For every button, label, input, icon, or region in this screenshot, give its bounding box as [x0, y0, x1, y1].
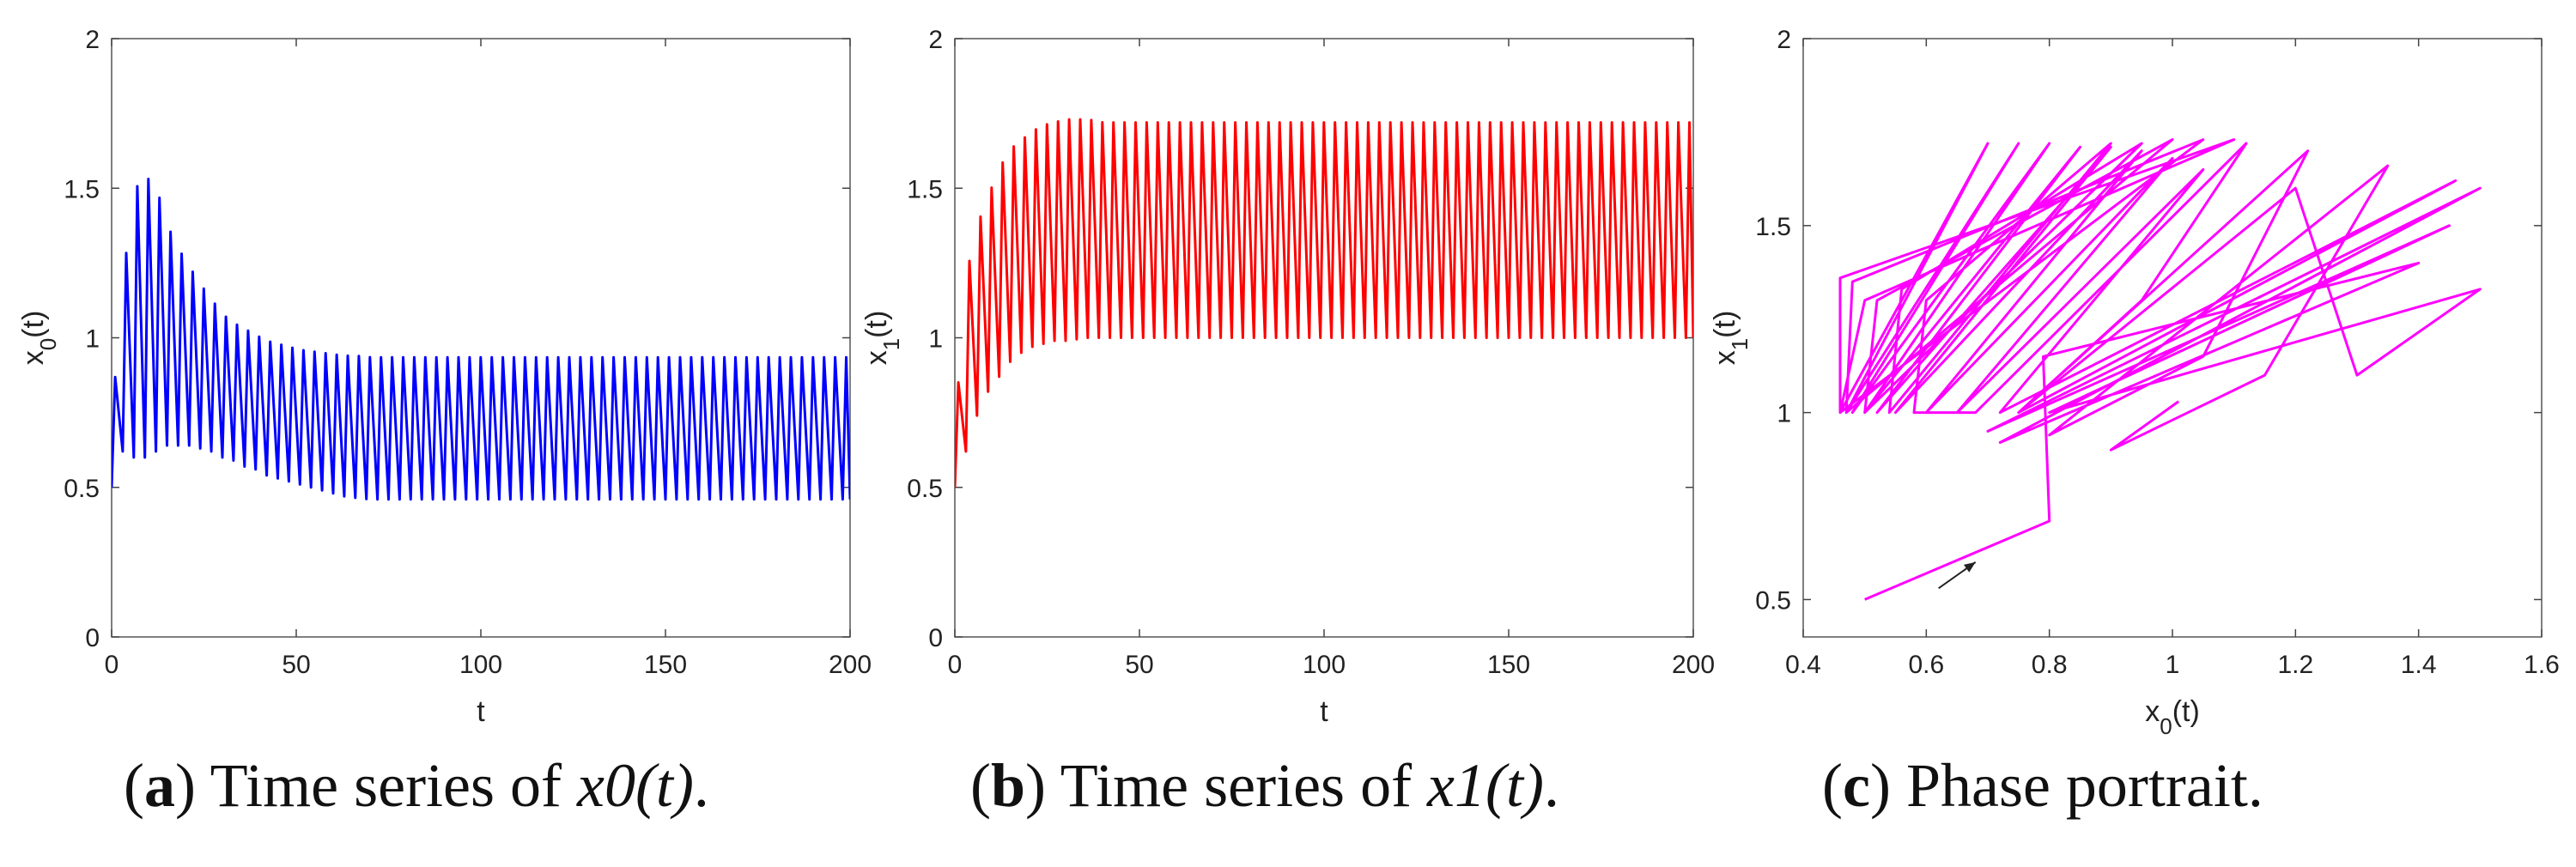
y-tick-label-c-3: 2 [1777, 26, 1791, 54]
y-axis-label-a: x0(t) [17, 311, 61, 366]
x-tick-label-c-2: 0.8 [2032, 651, 2068, 679]
x-tick-label-c-4: 1.2 [2277, 651, 2313, 679]
y-tick-label-a-3: 1.5 [64, 175, 100, 203]
caption-b-math: x1(t) [1427, 751, 1544, 820]
x-tick-label-a-1: 50 [282, 651, 310, 679]
x-tick-label-c-1: 0.6 [1908, 651, 1944, 679]
caption-a: (a) Time series of x0(t). [124, 751, 709, 820]
caption-a-math: x0(t) [577, 751, 694, 820]
y-tick-label-b-2: 1 [928, 325, 943, 354]
x-tick-label-b-3: 150 [1487, 651, 1530, 679]
y-tick-label-c-2: 1.5 [1755, 213, 1791, 241]
caption-c-prefix: Phase portrait. [1905, 751, 2263, 820]
x-tick-label-c-0: 0.4 [1785, 651, 1821, 679]
caption-a-prefix: Time series of [210, 751, 577, 820]
y-tick-label-a-4: 2 [85, 26, 100, 54]
caption-a-letter: a [143, 751, 175, 820]
caption-c-letter: c [1842, 751, 1870, 820]
plot-frame-a [111, 38, 851, 638]
chart-b: 0 50 100 150 200 0 0.5 1 1.5 2 t x1(t) [860, 26, 1715, 728]
x-axis-label-c: x0(t) [2145, 695, 2200, 739]
y-tick-label-b-1: 0.5 [907, 475, 943, 503]
x-tick-label-a-2: 100 [459, 651, 502, 679]
chart-a: 0 50 100 150 200 0 0.5 1 1.5 2 t x0(t) [17, 26, 872, 728]
caption-c: (c) Phase portrait. [1822, 751, 2263, 820]
y-tick-label-a-1: 0.5 [64, 475, 100, 503]
y-tick-label-b-3: 1.5 [907, 175, 943, 203]
y-tick-label-b-4: 2 [928, 26, 943, 54]
x-tick-label-b-4: 200 [1672, 651, 1715, 679]
y-tick-label-b-0: 0 [928, 624, 943, 652]
chart-c: 0.4 0.6 0.8 1 1.2 1.4 1.6 0.5 1 1.5 2 x0(t) x1(t) [1709, 26, 2560, 739]
x-tick-label-c-5: 1.4 [2401, 651, 2437, 679]
x-tick-label-a-4: 200 [829, 651, 872, 679]
x-tick-label-b-0: 0 [948, 651, 963, 679]
caption-b: (b) Time series of x1(t). [970, 751, 1559, 820]
start-arrow-head-icon [1963, 561, 1976, 573]
y-tick-label-c-0: 0.5 [1755, 586, 1791, 615]
caption-b-letter: b [990, 751, 1026, 820]
y-axis-label-b: x1(t) [860, 311, 904, 366]
y-tick-label-a-0: 0 [85, 624, 100, 652]
x-axis-label-a: t [477, 695, 485, 728]
x-tick-label-b-1: 50 [1125, 651, 1153, 679]
caption-a-suffix: . [693, 751, 709, 820]
caption-b-prefix: Time series of [1060, 751, 1428, 820]
y-axis-label-c: x1(t) [1709, 311, 1753, 366]
x-tick-label-c-6: 1.6 [2524, 651, 2560, 679]
caption-b-suffix: . [1543, 751, 1559, 820]
x-tick-label-a-0: 0 [105, 651, 119, 679]
x-axis-label-b: t [1320, 695, 1328, 728]
x-tick-label-c-3: 1 [2166, 651, 2180, 679]
y-tick-label-c-1: 1 [1777, 400, 1791, 428]
x-tick-label-b-2: 100 [1303, 651, 1346, 679]
y-tick-label-a-2: 1 [85, 325, 100, 354]
x-tick-label-a-3: 150 [644, 651, 687, 679]
series-line-b-0 [955, 118, 1693, 488]
series-line-c-0 [1838, 138, 2482, 601]
series-line-a-0 [112, 178, 850, 501]
